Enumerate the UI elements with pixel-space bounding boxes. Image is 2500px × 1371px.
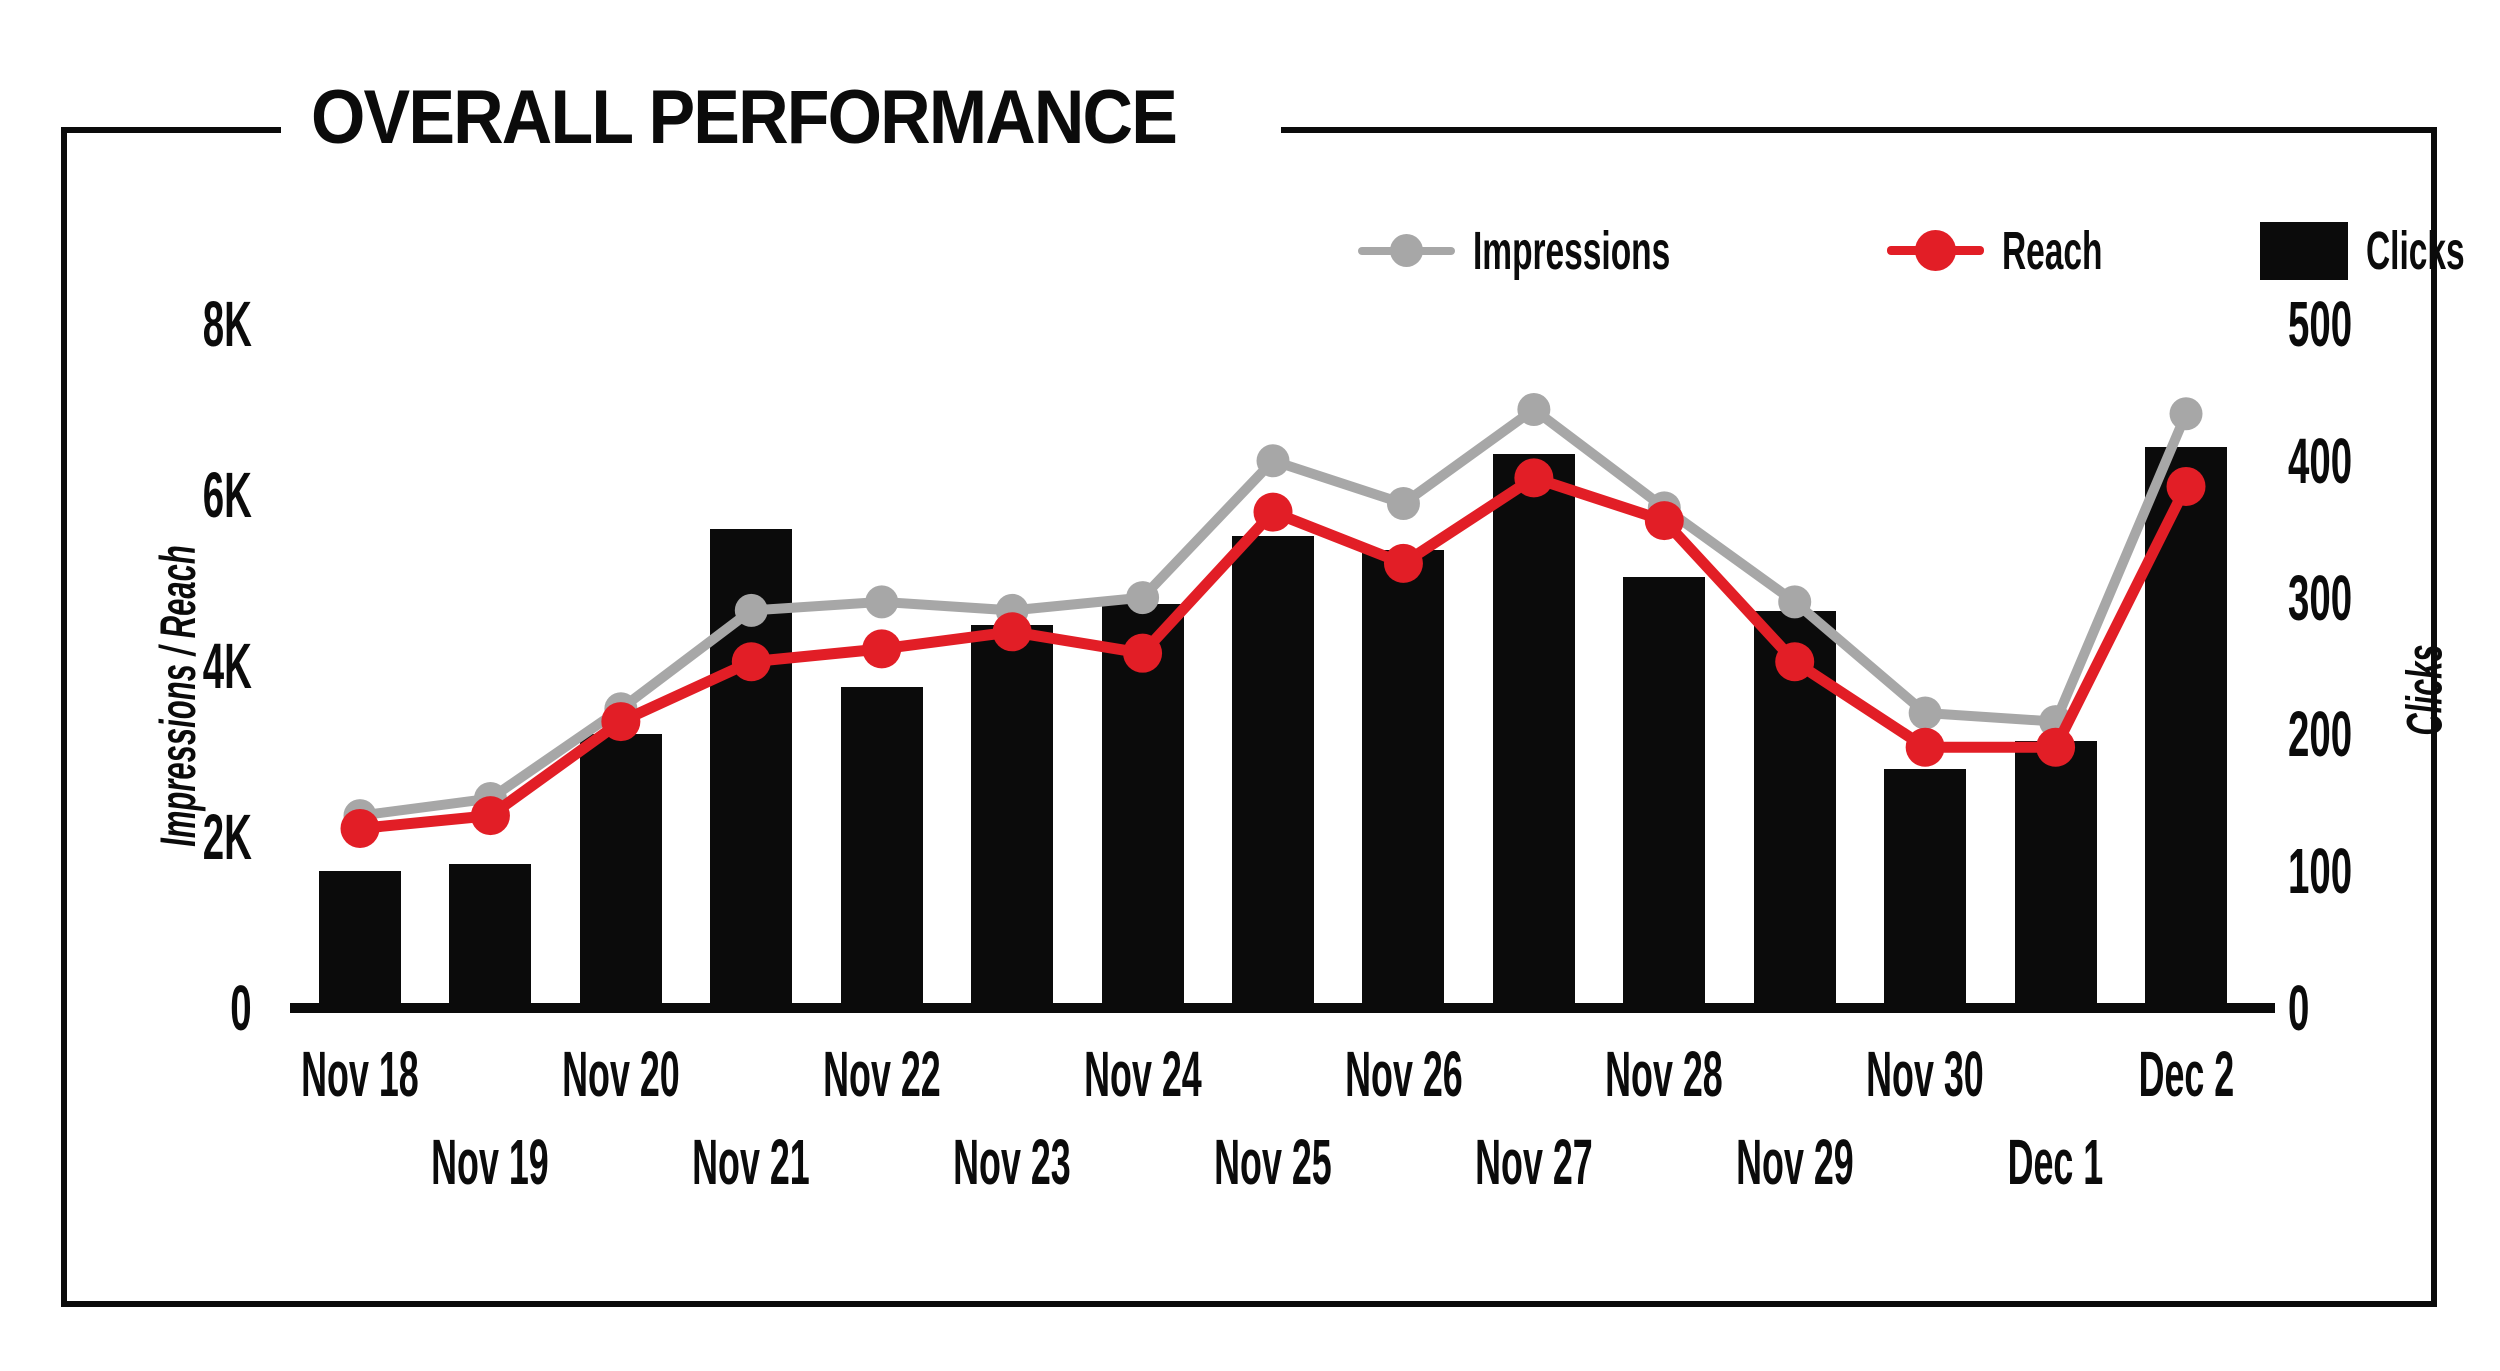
reach-point-nov-18 — [340, 808, 380, 848]
y-axis-left-tick-2k: 2K — [202, 801, 252, 873]
impressions-point-nov-29 — [1778, 585, 1812, 619]
reach-point-nov-21 — [731, 642, 771, 682]
x-tick-nov-20: Nov 20 — [562, 1038, 680, 1110]
legend-item-reach: Reach — [1887, 224, 2164, 278]
x-tick-nov-29: Nov 29 — [1735, 1126, 1854, 1198]
impressions-point-nov-30 — [1908, 696, 1942, 730]
impressions-point-nov-24 — [1126, 581, 1160, 615]
page-title: OVERALL PERFORMANCE — [281, 72, 1282, 164]
clicks-bar-nov-30 — [1884, 768, 1967, 1013]
y-axis-left-tick-6k: 6K — [202, 459, 252, 531]
impressions-point-nov-25 — [1256, 444, 1290, 478]
reach-point-nov-25 — [1253, 492, 1293, 532]
reach-line-dot-icon — [1887, 228, 1985, 274]
x-tick-nov-22: Nov 22 — [822, 1038, 941, 1110]
clicks-bar-nov-20 — [579, 734, 662, 1013]
reach-point-nov-19 — [470, 796, 510, 836]
x-axis-line — [290, 1003, 2275, 1013]
y-axis-left-tick-0: 0 — [230, 972, 252, 1044]
clicks-bar-nov-28 — [1623, 577, 1706, 1013]
x-tick-nov-21: Nov 21 — [692, 1126, 811, 1198]
impressions-line-dot-icon — [1358, 228, 1455, 274]
y-axis-left-tick-4k: 4K — [202, 630, 252, 702]
legend-label-clicks: Clicks — [2366, 221, 2465, 281]
clicks-bar-nov-19 — [449, 864, 532, 1013]
y-axis-left-tick-8k: 8K — [202, 288, 252, 360]
reach-point-dec-1 — [2036, 727, 2076, 767]
x-tick-nov-24: Nov 24 — [1083, 1038, 1202, 1110]
impressions-point-nov-27 — [1517, 393, 1551, 426]
page-title-text: OVERALL PERFORMANCE — [311, 75, 1178, 160]
reach-point-nov-28 — [1644, 501, 1684, 541]
clicks-bar-nov-25 — [1232, 536, 1314, 1013]
reach-point-nov-29 — [1775, 642, 1815, 682]
legend-item-impressions: Impressions — [1358, 224, 1791, 278]
x-tick-nov-23: Nov 23 — [953, 1126, 1071, 1198]
legend-label-reach: Reach — [2002, 221, 2103, 281]
impressions-point-dec-2 — [2169, 397, 2203, 431]
clicks-bar-nov-26 — [1362, 549, 1445, 1013]
x-tick-dec-1: Dec 1 — [2007, 1126, 2104, 1198]
y-axis-right-tick-0: 0 — [2288, 972, 2310, 1044]
x-tick-nov-25: Nov 25 — [1214, 1126, 1332, 1198]
x-tick-nov-26: Nov 26 — [1344, 1038, 1463, 1110]
clicks-bar-nov-27 — [1492, 453, 1575, 1013]
reach-point-dec-2 — [2166, 466, 2206, 506]
clicks-bar-nov-18 — [319, 871, 401, 1013]
reach-point-nov-22 — [862, 629, 902, 669]
y-axis-right-tick-200: 200 — [2288, 698, 2353, 771]
legend-item-clicks: Clicks — [2260, 222, 2500, 280]
x-tick-nov-19: Nov 19 — [431, 1126, 550, 1198]
clicks-bar-nov-22 — [840, 686, 923, 1013]
x-tick-nov-30: Nov 30 — [1866, 1038, 1984, 1110]
x-tick-nov-18: Nov 18 — [301, 1038, 419, 1110]
y-axis-right-tick-100: 100 — [2288, 835, 2353, 908]
impressions-point-nov-26 — [1386, 487, 1420, 521]
reach-point-nov-30 — [1905, 727, 1945, 767]
legend-label-impressions: Impressions — [1473, 221, 1671, 281]
x-tick-nov-27: Nov 27 — [1475, 1126, 1593, 1198]
x-tick-dec-2: Dec 2 — [2138, 1038, 2234, 1110]
legend: Impressions Reach Clicks — [1358, 212, 2500, 290]
reach-point-nov-23 — [992, 612, 1032, 652]
clicks-bar-dec-1 — [2014, 741, 2097, 1013]
x-tick-nov-28: Nov 28 — [1605, 1038, 1724, 1110]
y-axis-right-tick-400: 400 — [2288, 424, 2353, 497]
impressions-point-nov-21 — [734, 593, 768, 627]
reach-point-nov-26 — [1383, 543, 1423, 583]
y-axis-right-tick-500: 500 — [2288, 288, 2353, 360]
reach-point-nov-24 — [1123, 633, 1163, 673]
reach-point-nov-27 — [1514, 458, 1554, 498]
reach-point-nov-20 — [601, 702, 641, 742]
y-axis-right-tick-300: 300 — [2288, 561, 2353, 634]
clicks-bar-nov-23 — [971, 624, 1054, 1013]
clicks-square-icon — [2260, 222, 2349, 280]
impressions-point-nov-22 — [865, 585, 899, 619]
